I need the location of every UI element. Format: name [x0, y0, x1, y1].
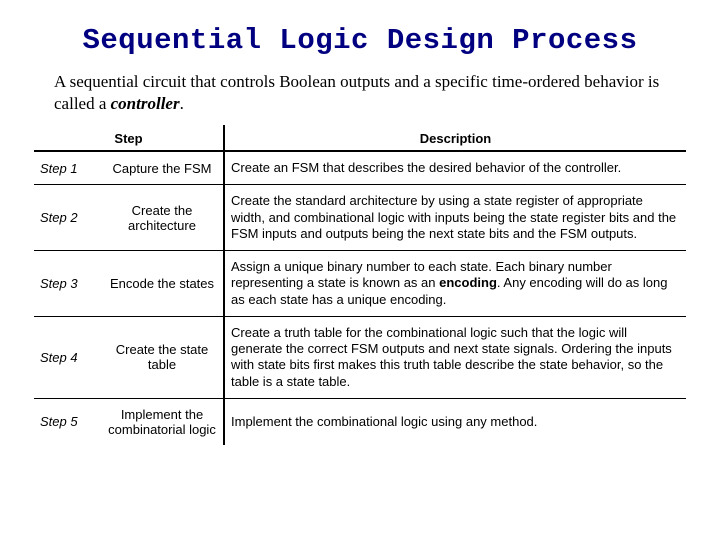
intro-suffix: .: [180, 94, 184, 113]
header-step: Step: [34, 125, 224, 151]
step-description: Implement the combinational logic using …: [224, 398, 686, 445]
table-row: Step 4 Create the state table Create a t…: [34, 316, 686, 398]
table-header-row: Step Description: [34, 125, 686, 151]
table-row: Step 2 Create the architecture Create th…: [34, 185, 686, 251]
slide-page: Sequential Logic Design Process A sequen…: [0, 0, 720, 445]
step-number: Step 1: [34, 151, 101, 185]
step-name: Create the architecture: [101, 185, 224, 251]
step-number: Step 4: [34, 316, 101, 398]
table-row: Step 1 Capture the FSM Create an FSM tha…: [34, 151, 686, 185]
step-name: Implement the combinatorial logic: [101, 398, 224, 445]
table-row: Step 3 Encode the states Assign a unique…: [34, 251, 686, 317]
step-name: Encode the states: [101, 251, 224, 317]
steps-table: Step Description Step 1 Capture the FSM …: [34, 125, 686, 445]
step-description: Create an FSM that describes the desired…: [224, 151, 686, 185]
table-row: Step 5 Implement the combinatorial logic…: [34, 398, 686, 445]
step-number: Step 5: [34, 398, 101, 445]
step-number: Step 2: [34, 185, 101, 251]
step-number: Step 3: [34, 251, 101, 317]
intro-paragraph: A sequential circuit that controls Boole…: [54, 71, 666, 115]
page-title: Sequential Logic Design Process: [34, 24, 686, 57]
step-description: Create a truth table for the combination…: [224, 316, 686, 398]
intro-keyword: controller: [111, 94, 180, 113]
header-description: Description: [224, 125, 686, 151]
step-description: Assign a unique binary number to each st…: [224, 251, 686, 317]
step-name: Capture the FSM: [101, 151, 224, 185]
step-name: Create the state table: [101, 316, 224, 398]
step-description: Create the standard architecture by usin…: [224, 185, 686, 251]
